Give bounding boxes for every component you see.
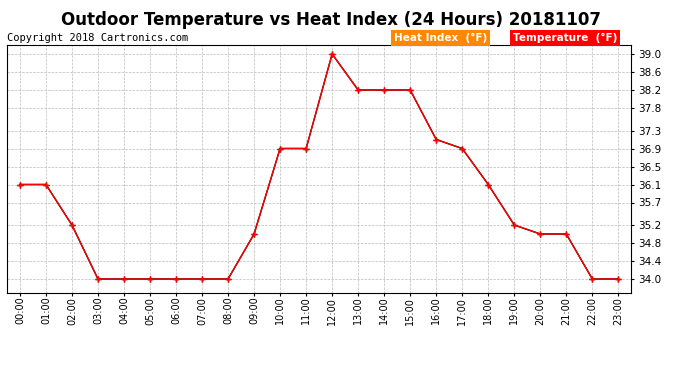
Text: Outdoor Temperature vs Heat Index (24 Hours) 20181107: Outdoor Temperature vs Heat Index (24 Ho…: [61, 11, 601, 29]
Text: Copyright 2018 Cartronics.com: Copyright 2018 Cartronics.com: [7, 33, 188, 42]
Text: Temperature  (°F): Temperature (°F): [513, 33, 617, 43]
Text: Heat Index  (°F): Heat Index (°F): [394, 33, 487, 43]
